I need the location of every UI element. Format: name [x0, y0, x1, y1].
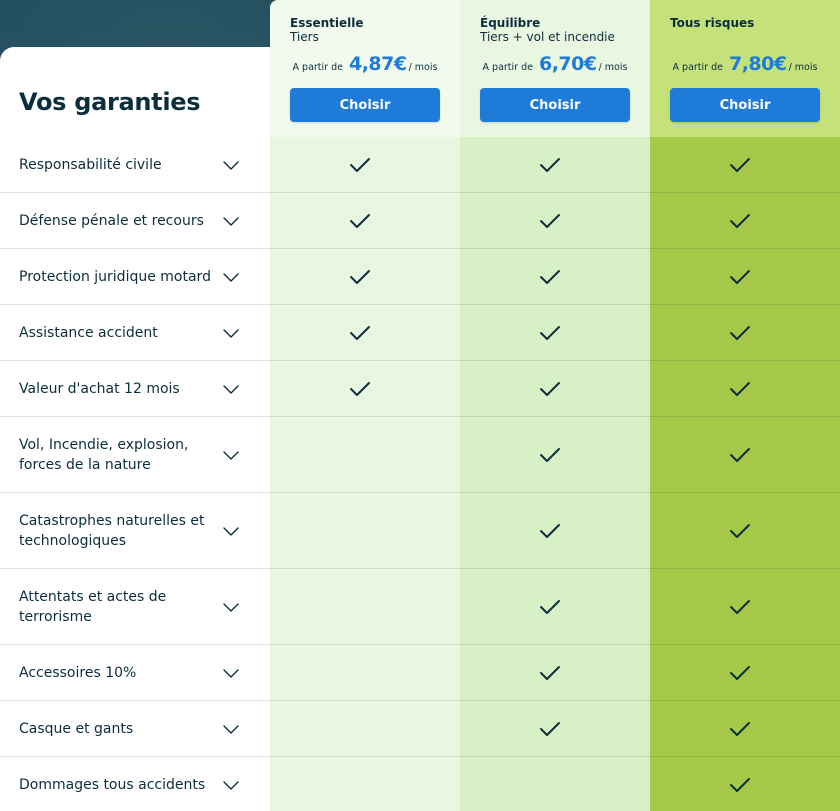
row-divider: [0, 492, 840, 493]
check-icon: [730, 214, 750, 228]
chevron-down-icon[interactable]: [222, 156, 240, 174]
plan-column-tous-risques: Tous risques A partir de 7,80€ / mois Ch…: [650, 0, 840, 811]
table-row[interactable]: Catastrophes naturelles et technologique…: [0, 493, 840, 569]
row-label: Assistance accident: [19, 325, 158, 341]
check-icon: [540, 448, 560, 462]
check-icon: [350, 158, 370, 172]
check-icon: [730, 158, 750, 172]
table-row[interactable]: Valeur d'achat 12 mois: [0, 361, 840, 417]
price-prefix: A partir de: [672, 62, 723, 73]
check-icon: [730, 524, 750, 538]
price-value: 7,80€: [728, 53, 787, 75]
row-divider: [0, 756, 840, 757]
chevron-down-icon[interactable]: [222, 212, 240, 230]
chevron-down-icon[interactable]: [222, 664, 240, 682]
row-label: Responsabilité civile: [19, 157, 162, 173]
row-label: Catastrophes naturelles et technologique…: [19, 513, 205, 549]
table-row[interactable]: Protection juridique motard: [0, 249, 840, 305]
row-divider: [0, 360, 840, 361]
row-divider: [0, 248, 840, 249]
row-divider: [0, 304, 840, 305]
row-label: Casque et gants: [19, 721, 134, 737]
row-label: Accessoires 10%: [19, 665, 137, 681]
choose-essentielle-button[interactable]: Choisir: [290, 88, 440, 122]
check-icon: [730, 600, 750, 614]
check-icon: [540, 214, 560, 228]
check-icon: [540, 666, 560, 680]
row-divider: [0, 568, 840, 569]
chevron-down-icon[interactable]: [222, 324, 240, 342]
plan-column-equilibre: Équilibre Tiers + vol et incendie A part…: [460, 0, 650, 811]
check-icon: [730, 778, 750, 792]
plan-name: Essentielle: [290, 16, 364, 30]
price-prefix: A partir de: [482, 62, 533, 73]
check-icon: [730, 666, 750, 680]
row-label: Défense pénale et recours: [19, 213, 204, 229]
row-divider: [0, 192, 840, 193]
plan-subtitle: Tiers + vol et incendie: [480, 30, 615, 44]
check-icon: [730, 326, 750, 340]
plan-subtitle: Tiers: [290, 30, 319, 44]
check-icon: [540, 326, 560, 340]
chevron-down-icon[interactable]: [222, 720, 240, 738]
check-icon: [540, 600, 560, 614]
check-icon: [350, 382, 370, 396]
chevron-down-icon[interactable]: [222, 522, 240, 540]
plan-column-essentielle: Essentielle Tiers A partir de 4,87€ / mo…: [270, 0, 460, 811]
row-label: Dommages tous accidents: [19, 777, 206, 793]
check-icon: [730, 270, 750, 284]
chevron-down-icon[interactable]: [222, 776, 240, 794]
row-divider: [0, 416, 840, 417]
check-icon: [730, 448, 750, 462]
table-row[interactable]: Attentats et actes de terrorisme: [0, 569, 840, 645]
row-label: Valeur d'achat 12 mois: [19, 381, 180, 397]
row-label: Protection juridique motard: [19, 269, 211, 285]
table-row[interactable]: Accessoires 10%: [0, 645, 840, 701]
section-title: Vos garanties: [19, 88, 201, 116]
chevron-down-icon[interactable]: [222, 598, 240, 616]
check-icon: [540, 270, 560, 284]
guarantees-panel: [0, 47, 270, 811]
check-icon: [350, 270, 370, 284]
row-divider: [0, 700, 840, 701]
table-row[interactable]: Défense pénale et recours: [0, 193, 840, 249]
plan-price: A partir de 4,87€ / mois: [270, 53, 460, 75]
chevron-down-icon[interactable]: [222, 446, 240, 464]
choose-equilibre-button[interactable]: Choisir: [480, 88, 630, 122]
table-row[interactable]: Responsabilité civile: [0, 137, 840, 193]
choose-tous-risques-button[interactable]: Choisir: [670, 88, 820, 122]
price-prefix: A partir de: [292, 62, 343, 73]
check-icon: [350, 214, 370, 228]
table-row[interactable]: Assistance accident: [0, 305, 840, 361]
table-row[interactable]: Casque et gants: [0, 701, 840, 757]
plan-name: Tous risques: [670, 16, 755, 30]
price-suffix: / mois: [788, 62, 818, 73]
price-suffix: / mois: [408, 62, 438, 73]
plan-price: A partir de 6,70€ / mois: [460, 53, 650, 75]
row-divider: [0, 644, 840, 645]
check-icon: [540, 382, 560, 396]
plan-price: A partir de 7,80€ / mois: [650, 53, 840, 75]
check-icon: [350, 326, 370, 340]
check-icon: [540, 722, 560, 736]
check-icon: [730, 382, 750, 396]
table-row[interactable]: Vol, Incendie, explosion, forces de la n…: [0, 417, 840, 493]
row-label: Attentats et actes de terrorisme: [19, 589, 167, 625]
price-value: 6,70€: [538, 53, 597, 75]
row-label: Vol, Incendie, explosion, forces de la n…: [19, 437, 189, 473]
chevron-down-icon[interactable]: [222, 380, 240, 398]
check-icon: [730, 722, 750, 736]
check-icon: [540, 524, 560, 538]
price-value: 4,87€: [348, 53, 407, 75]
check-icon: [540, 158, 560, 172]
plan-name: Équilibre: [480, 16, 541, 30]
price-suffix: / mois: [598, 62, 628, 73]
chevron-down-icon[interactable]: [222, 268, 240, 286]
table-row[interactable]: Dommages tous accidents: [0, 757, 840, 811]
